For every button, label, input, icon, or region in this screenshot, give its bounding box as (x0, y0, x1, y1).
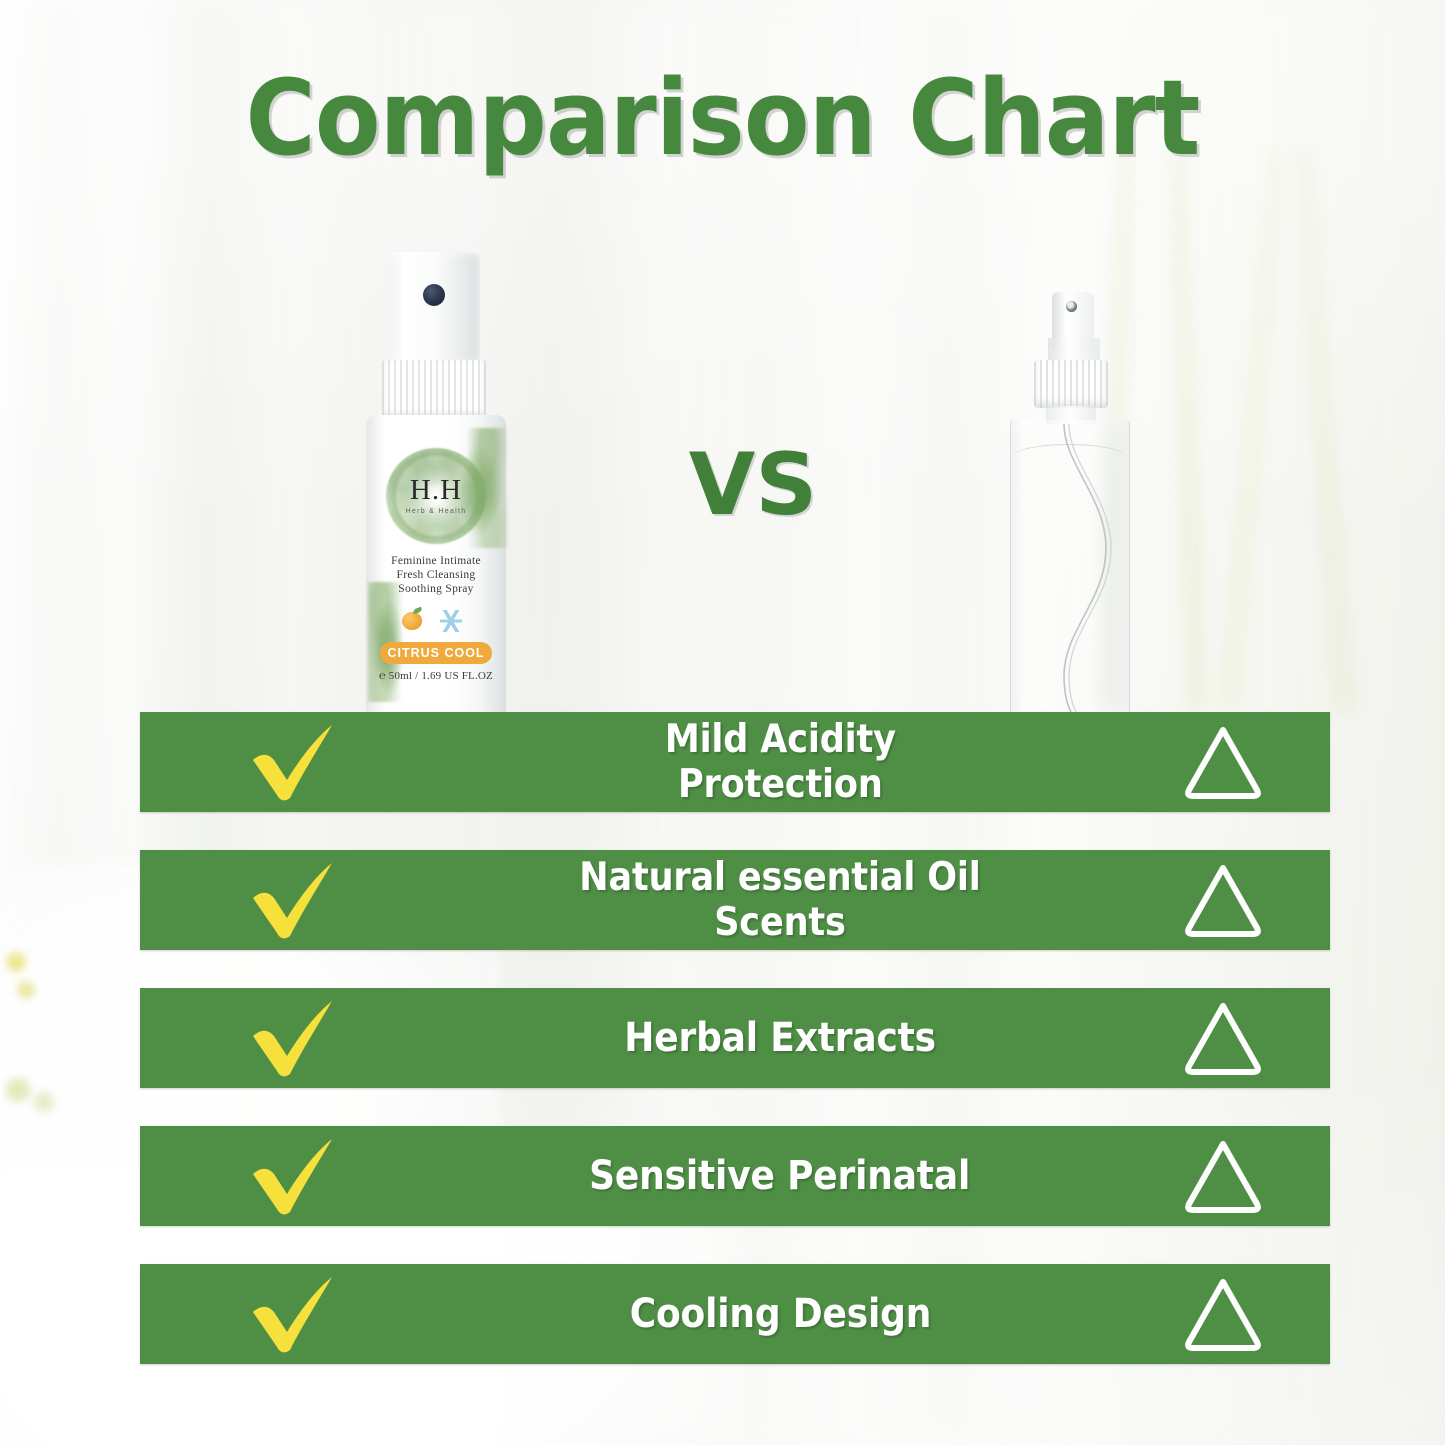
table-row: Herbal Extracts (140, 988, 1330, 1088)
nozzle-hole-icon (1066, 301, 1077, 312)
feature-label-line1: Cooling Design (629, 1291, 931, 1337)
table-row: Sensitive Perinatal (140, 1126, 1330, 1226)
ours-cell (140, 1272, 445, 1356)
feature-label: Sensitive Perinatal (590, 1153, 971, 1199)
background-plant-stems (1075, 150, 1405, 710)
feature-label: Natural essential Oil Scents (579, 855, 981, 945)
bottle-collar (1034, 360, 1108, 408)
ours-cell (140, 720, 445, 804)
comparison-rows: Mild Acidity Protection Natural essentia… (140, 712, 1330, 1364)
bottle-body (1010, 420, 1130, 721)
table-row: Natural essential Oil Scents (140, 850, 1330, 950)
check-icon (252, 725, 332, 801)
triangle-outline-icon (1184, 865, 1261, 937)
leaf-decor-right-icon (460, 428, 508, 548)
product-volume: ℮ 50ml / 1.69 US FL.OZ (379, 670, 493, 682)
feature-label-cell: Natural essential Oil Scents (445, 855, 1115, 945)
product-description-line3: Soothing Spray (398, 583, 474, 595)
feature-label: Cooling Design (629, 1291, 931, 1337)
feature-label-line1: Sensitive Perinatal (589, 1153, 971, 1199)
triangle-outline-icon (1184, 1279, 1261, 1351)
page-title: Comparison Chart (245, 57, 1201, 179)
brand-logo-initials: H.H (409, 474, 463, 506)
botanical-wreath-icon (386, 448, 486, 544)
variant-badge: CITRUS COOL (380, 642, 492, 664)
ours-cell (140, 1134, 445, 1218)
product-bottle-ours: H.H Herb & Health Feminine Intimate Fres… (352, 252, 520, 722)
dip-tube-icon (1054, 424, 1116, 720)
snowflake-icon (440, 610, 462, 632)
feature-label: Herbal Extracts (624, 1015, 936, 1061)
ours-cell (140, 996, 445, 1080)
bottle-neck (1046, 406, 1096, 424)
vs-label: VS (688, 435, 818, 535)
triangle-outline-icon (1184, 1141, 1261, 1213)
feature-label-cell: Sensitive Perinatal (445, 1153, 1115, 1199)
orange-fruit-icon (402, 612, 422, 630)
product-description-line1: Feminine Intimate (391, 555, 481, 567)
feature-label: Mild Acidity Protection (664, 717, 895, 807)
feature-label-cell: Cooling Design (445, 1291, 1115, 1337)
product-description: Feminine Intimate Fresh Cleansing Soothi… (370, 554, 502, 596)
theirs-cell (1115, 722, 1330, 802)
feature-label-line2: Scents (714, 900, 846, 945)
check-icon (252, 1001, 332, 1077)
bottle-collar (382, 360, 486, 418)
product-description-line2: Fresh Cleansing (396, 569, 476, 581)
spray-nozzle-icon (388, 252, 480, 364)
feature-label-cell: Herbal Extracts (445, 1015, 1115, 1061)
product-scent-icons (398, 608, 474, 634)
feature-label-cell: Mild Acidity Protection (445, 717, 1115, 807)
check-icon (252, 1277, 332, 1353)
bottle-shoulder-line (1012, 444, 1126, 457)
theirs-cell (1115, 1136, 1330, 1216)
ours-cell (140, 858, 445, 942)
brand-logo-tagline: Herb & Health (405, 508, 467, 515)
triangle-outline-icon (1184, 1003, 1261, 1075)
product-bottle-theirs (1002, 292, 1136, 721)
theirs-cell (1115, 1274, 1330, 1354)
theirs-cell (1115, 998, 1330, 1078)
table-row: Cooling Design (140, 1264, 1330, 1364)
feature-label-line2: Protection (677, 762, 883, 807)
triangle-outline-icon (1184, 727, 1261, 799)
nozzle-dot-icon (423, 284, 445, 306)
table-row: Mild Acidity Protection (140, 712, 1330, 812)
check-icon (252, 1139, 332, 1215)
feature-label-line1: Natural essential Oil (579, 855, 981, 900)
background-flower-specks (0, 930, 120, 1130)
theirs-cell (1115, 860, 1330, 940)
check-icon (252, 863, 332, 939)
feature-label-line1: Mild Acidity (664, 717, 896, 762)
feature-label-line1: Herbal Extracts (624, 1015, 936, 1061)
